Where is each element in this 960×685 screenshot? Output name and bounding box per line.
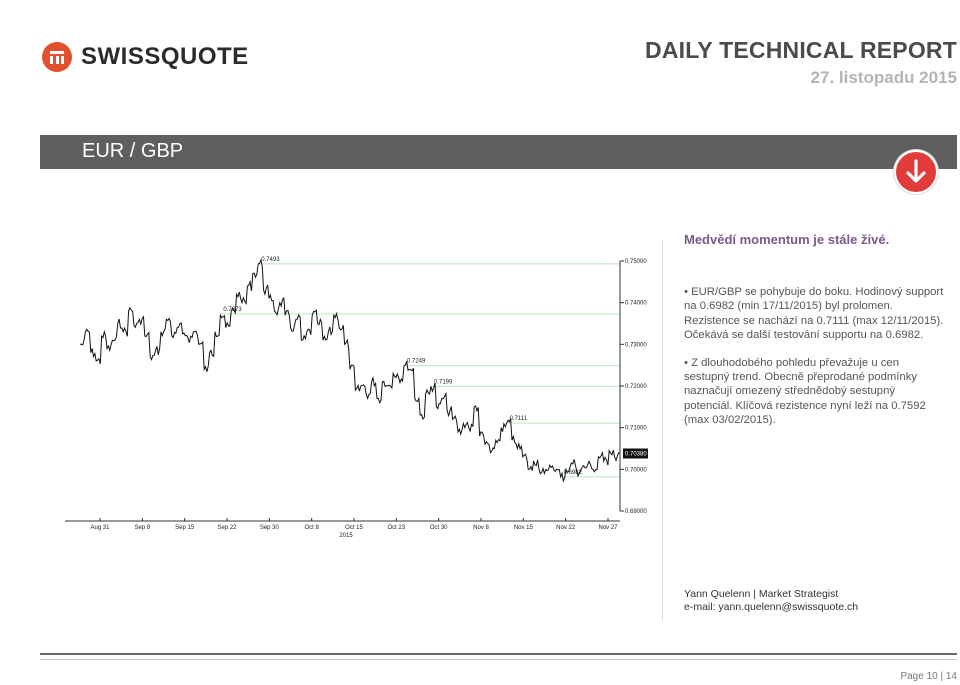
- column-divider: [662, 240, 663, 620]
- author-block: Yann Quelenn | Market Strategist e-mail:…: [684, 588, 858, 614]
- x-tick-label: Nov 8: [473, 525, 489, 531]
- report-date: 27. listopadu 2015: [810, 68, 957, 87]
- footer-divider-thin: [40, 659, 957, 660]
- price-series-line: [79, 258, 621, 483]
- current-price-tag: [623, 448, 648, 459]
- level-label: 0.7199: [434, 379, 453, 385]
- year-label: 2015: [339, 533, 353, 539]
- page-number: Page 10 | 14: [900, 671, 957, 682]
- level-label: 0.7249: [407, 359, 426, 365]
- x-tick-label: Oct 23: [387, 525, 405, 531]
- current-price-label: 0.70380: [625, 452, 647, 458]
- x-tick-label: Nov 27: [598, 525, 618, 531]
- pair-title: EUR / GBP: [82, 140, 184, 162]
- x-tick-label: Nov 15: [514, 525, 534, 531]
- logo-mark-icon: [42, 42, 72, 72]
- y-tick-label: 0.73000: [625, 342, 647, 348]
- bullet-text: EUR/GBP se pohybuje do boku. Hodinový su…: [684, 286, 944, 342]
- y-tick-label: 0.71000: [625, 426, 647, 432]
- level-label: 0.6982: [564, 470, 583, 476]
- x-tick-label: Aug 31: [90, 525, 110, 531]
- y-tick-label: 0.70000: [625, 467, 647, 473]
- level-label: 0.7111: [510, 416, 528, 422]
- footer-divider: [40, 653, 957, 655]
- arrow-down-icon: [894, 150, 938, 194]
- swissquote-logo: SWISSQUOTE: [42, 42, 249, 72]
- x-tick-label: Oct 30: [430, 525, 448, 531]
- y-tick-label: 0.69000: [625, 509, 647, 515]
- x-tick-label: Oct 15: [345, 525, 363, 531]
- x-tick-label: Sep 8: [134, 525, 150, 531]
- level-label: 0.7373: [223, 307, 242, 313]
- y-tick-label: 0.75000: [625, 259, 647, 265]
- bullet-text: Z dlouhodobého pohledu převažuje u cen s…: [684, 356, 926, 427]
- level-label: 0.7493: [261, 257, 280, 263]
- bullet-item: • EUR/GBP se pohybuje do boku. Hodinový …: [684, 286, 944, 342]
- x-tick-label: Oct 8: [304, 525, 319, 531]
- x-tick-label: Sep 15: [175, 525, 195, 531]
- brand-name: SWISSQUOTE: [81, 43, 249, 70]
- x-tick-label: Sep 30: [260, 525, 280, 531]
- x-tick-label: Nov 22: [556, 525, 576, 531]
- pair-bar: EUR / GBP: [40, 135, 957, 169]
- price-chart: 0.7493 0.7373 0.7249 0.7199 0.7111 0.6982 0.7…: [65, 257, 648, 539]
- bullet-item: • Z dlouhodobého pohledu převažuje u cen…: [684, 356, 926, 427]
- y-tick-label: 0.74000: [625, 301, 647, 307]
- headline: Medvědí momentum je stále živé.: [684, 232, 890, 247]
- analysis-text: • EUR/GBP se pohybuje do boku. Hodinový …: [684, 285, 944, 441]
- report-title: DAILY TECHNICAL REPORT: [645, 37, 957, 63]
- x-tick-label: Sep 22: [217, 525, 237, 531]
- author-email[interactable]: e-mail: yann.quelenn@swissquote.ch: [684, 601, 859, 613]
- author-name: Yann Quelenn | Market Strategist: [684, 588, 839, 600]
- report-header: DAILY TECHNICAL REPORT 27. listopadu 201…: [645, 37, 957, 88]
- y-tick-label: 0.72000: [625, 384, 647, 390]
